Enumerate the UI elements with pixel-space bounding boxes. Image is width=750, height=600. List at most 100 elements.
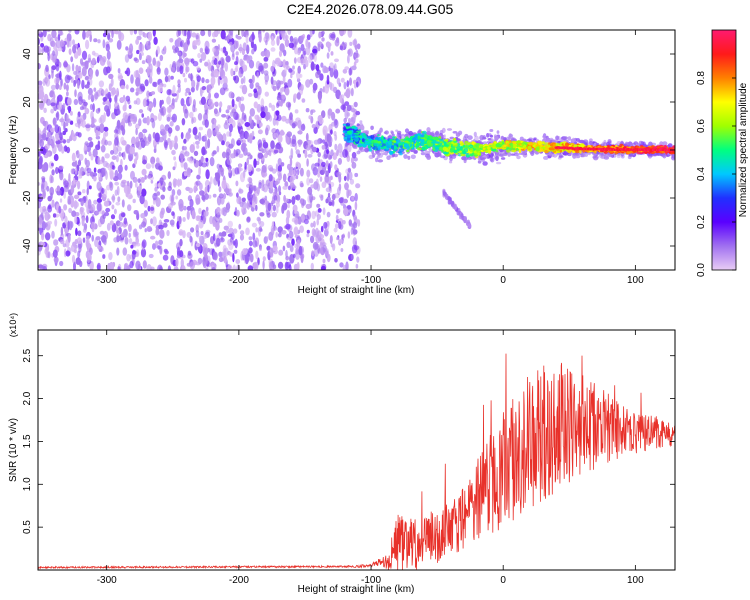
- noise-blob: [244, 254, 249, 265]
- signal-haze: [607, 140, 612, 145]
- noise-blob: [98, 87, 104, 94]
- noise-blob: [353, 61, 357, 67]
- noise-blob: [297, 139, 303, 145]
- noise-blob: [46, 131, 51, 138]
- noise-blob: [46, 220, 53, 225]
- noise-blob: [248, 181, 253, 188]
- noise-blob: [117, 172, 123, 180]
- noise-blob: [329, 67, 334, 78]
- noise-blob: [253, 158, 257, 168]
- noise-blob: [82, 227, 87, 233]
- noise-blob: [332, 152, 338, 161]
- noise-blob: [241, 30, 244, 37]
- noise-blob: [273, 264, 277, 270]
- noise-blob: [244, 122, 251, 127]
- noise-blob: [347, 30, 353, 38]
- noise-blob: [107, 140, 112, 146]
- noise-blob: [128, 194, 133, 199]
- noise-blob: [146, 115, 150, 126]
- noise-blob: [338, 197, 344, 204]
- noise-blob: [116, 247, 120, 256]
- noise-blob: [154, 240, 159, 249]
- noise-blob: [164, 141, 168, 151]
- noise-blob: [135, 136, 139, 143]
- signal-haze: [407, 155, 411, 160]
- noise-blob: [199, 190, 205, 196]
- noise-blob: [238, 188, 244, 194]
- noise-blob: [256, 186, 260, 195]
- noise-blob: [180, 98, 185, 107]
- noise-blob: [89, 103, 93, 111]
- noise-blob: [88, 151, 92, 157]
- noise-blob: [132, 176, 138, 183]
- noise-blob: [234, 61, 238, 66]
- signal-haze: [526, 138, 532, 142]
- noise-blob: [186, 133, 192, 140]
- noise-blob: [324, 84, 330, 94]
- noise-blob: [77, 159, 82, 167]
- noise-blob: [303, 218, 309, 225]
- noise-blob: [104, 105, 110, 112]
- noise-blob: [343, 81, 347, 90]
- noise-blob: [157, 182, 161, 188]
- noise-blob: [89, 141, 94, 148]
- noise-blob: [282, 74, 286, 84]
- noise-blob: [156, 66, 161, 75]
- noise-blob: [72, 44, 77, 54]
- signal-core: [377, 134, 380, 137]
- noise-blob: [110, 150, 114, 155]
- noise-blob: [189, 235, 193, 243]
- noise-blob: [262, 139, 267, 148]
- noise-blob: [281, 204, 285, 214]
- noise-blob: [213, 101, 219, 106]
- signal-haze: [441, 127, 446, 133]
- noise-blob: [131, 136, 136, 146]
- noise-blob: [203, 158, 206, 163]
- noise-blob: [135, 87, 141, 92]
- noise-blob: [193, 158, 197, 164]
- signal-core: [422, 130, 427, 135]
- noise-blob: [242, 64, 248, 72]
- noise-blob: [288, 42, 295, 49]
- noise-blob: [174, 135, 178, 144]
- signal-haze: [390, 131, 394, 135]
- noise-blob: [317, 151, 322, 158]
- signal-haze: [408, 130, 413, 136]
- signal-haze: [379, 127, 383, 133]
- noise-blob: [38, 133, 42, 140]
- noise-blob: [308, 115, 312, 120]
- noise-blob: [209, 156, 215, 167]
- noise-blob: [293, 226, 299, 236]
- noise-blob: [242, 42, 247, 51]
- noise-blob: [77, 230, 82, 237]
- signal-haze: [490, 157, 495, 163]
- noise-blob: [55, 63, 60, 72]
- noise-blob: [68, 207, 72, 214]
- signal-haze: [487, 138, 492, 141]
- signal-haze: [482, 135, 486, 139]
- noise-blob: [183, 52, 187, 58]
- noise-blob: [91, 116, 95, 127]
- noise-blob: [40, 98, 45, 107]
- noise-blob: [97, 156, 101, 166]
- noise-blob: [245, 227, 250, 236]
- noise-blob: [58, 61, 62, 68]
- noise-blob: [280, 30, 284, 38]
- noise-blob: [235, 259, 241, 264]
- noise-blob: [122, 112, 129, 121]
- signal-haze: [589, 141, 593, 146]
- noise-blob: [218, 193, 224, 199]
- noise-blob: [158, 165, 163, 171]
- noise-blob: [86, 30, 91, 35]
- noise-blob: [326, 211, 331, 218]
- noise-blob: [317, 172, 321, 178]
- noise-blob: [171, 211, 175, 216]
- noise-blob: [327, 108, 333, 116]
- noise-blob: [62, 243, 67, 248]
- noise-blob: [218, 186, 222, 193]
- noise-blob: [268, 174, 273, 182]
- noise-blob: [51, 30, 57, 39]
- signal-haze: [500, 136, 505, 142]
- noise-blob: [285, 35, 289, 40]
- noise-blob: [349, 41, 353, 47]
